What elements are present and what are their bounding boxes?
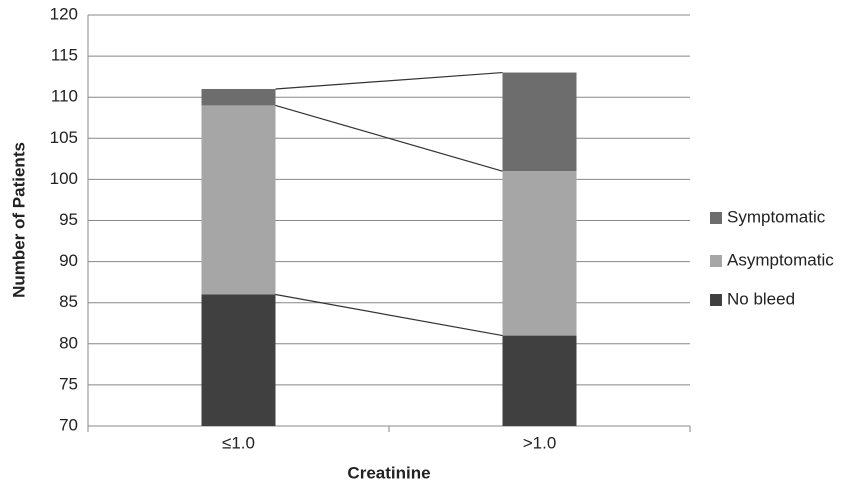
- x-tick-label: >1.0: [523, 433, 557, 452]
- y-tick-label: 110: [51, 87, 78, 106]
- bar-segment: [201, 88, 276, 106]
- y-tick-label: 120: [50, 4, 78, 23]
- legend-label: Symptomatic: [727, 207, 826, 226]
- x-tick-label: ≤1.0: [222, 433, 255, 452]
- y-tick-label: 85: [59, 292, 78, 311]
- y-tick-label: 75: [59, 374, 78, 393]
- series-line: [275, 104, 503, 172]
- bar-segment: [201, 294, 276, 426]
- y-tick-label: 115: [51, 46, 78, 65]
- bar-segment: [201, 105, 276, 295]
- legend-label: No bleed: [727, 289, 795, 308]
- y-tick-label: 70: [59, 415, 78, 434]
- legend-label: Asymptomatic: [727, 250, 834, 269]
- legend-swatch: [710, 294, 722, 306]
- bar-segment: [502, 72, 577, 172]
- y-tick-label: 90: [59, 251, 78, 270]
- series-line: [275, 293, 503, 337]
- y-axis-title: Number of Patients: [9, 142, 28, 298]
- y-tick-label: 95: [59, 210, 78, 229]
- legend-swatch: [710, 212, 722, 224]
- y-tick-label: 105: [50, 128, 78, 147]
- x-axis-title: Creatinine: [347, 463, 430, 482]
- legend-swatch: [710, 255, 722, 267]
- y-tick-label: 100: [50, 169, 78, 188]
- bar-segment: [502, 335, 577, 426]
- bar-segment: [502, 171, 577, 336]
- y-tick-label: 80: [59, 333, 78, 352]
- series-line: [275, 71, 503, 90]
